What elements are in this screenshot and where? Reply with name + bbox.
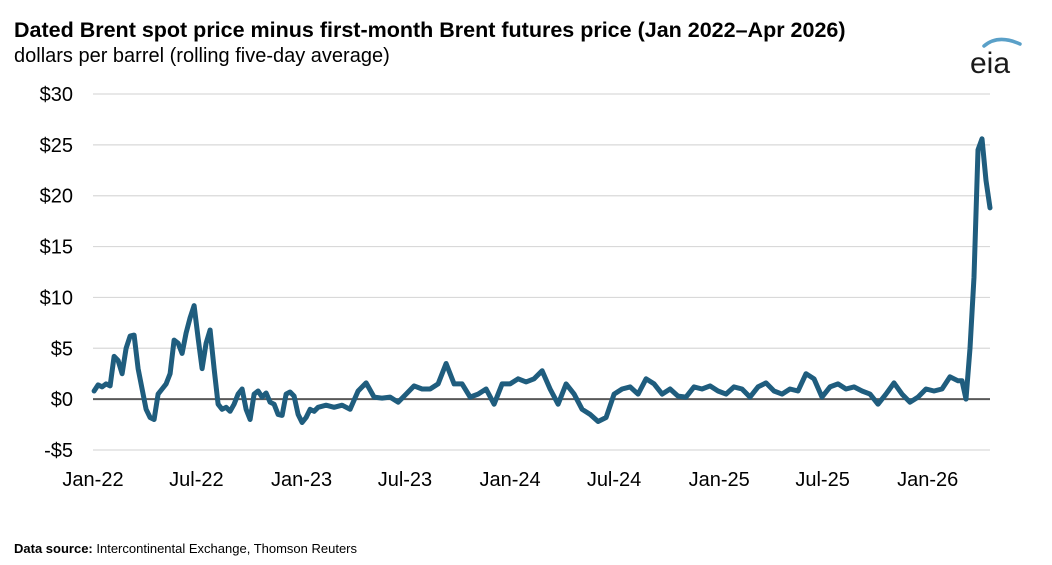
eia-logo: eia xyxy=(970,37,1022,78)
y-tick-label: $30 xyxy=(40,84,73,106)
x-tick-label: Jan-26 xyxy=(897,469,958,491)
series-line xyxy=(91,136,993,425)
y-tick-label: $20 xyxy=(40,186,73,208)
data-source-text: Intercontinental Exchange, Thomson Reute… xyxy=(96,541,358,556)
chart-area: -$5$0$5$10$15$20$25$30 Jan-22 Jul-22 Jan-2… xyxy=(40,84,993,491)
chart-subtitle: dollars per barrel (rolling five-day ave… xyxy=(14,45,390,67)
y-tick-label: $5 xyxy=(51,338,73,360)
y-tick-label: $15 xyxy=(40,237,73,259)
y-tick-label: $25 xyxy=(40,135,73,157)
y-tick-label: $10 xyxy=(40,287,73,309)
x-tick-label: Jan-24 xyxy=(479,469,540,491)
grid-lines xyxy=(93,93,990,451)
data-source-note: Data source: Intercontinental Exchange, … xyxy=(14,541,357,556)
y-tick-label: $0 xyxy=(51,389,73,411)
x-tick-label: Jul-24 xyxy=(587,469,641,491)
x-tick-label: Jan-23 xyxy=(271,469,332,491)
chart-title: Dated Brent spot price minus first-month… xyxy=(14,18,846,42)
x-tick-label: Jan-25 xyxy=(689,469,750,491)
eia-logo-text: eia xyxy=(970,47,1010,78)
x-tick-label: Jul-22 xyxy=(169,469,223,491)
x-axis-ticks: Jan-22 Jul-22 Jan-23 Jul-23 Jan-24 Jul-24 Jan-… xyxy=(62,469,958,491)
x-tick-label: Jul-25 xyxy=(795,469,849,491)
data-source-label: Data source: xyxy=(14,541,93,556)
eia-logo-arc-icon xyxy=(982,37,1022,48)
x-tick-label: Jan-22 xyxy=(62,469,123,491)
y-tick-label: -$5 xyxy=(44,440,73,462)
x-tick-label: Jul-23 xyxy=(378,469,432,491)
y-axis-ticks: -$5 $0 $5 $10 $15 $20 $25 $30 xyxy=(40,84,73,462)
